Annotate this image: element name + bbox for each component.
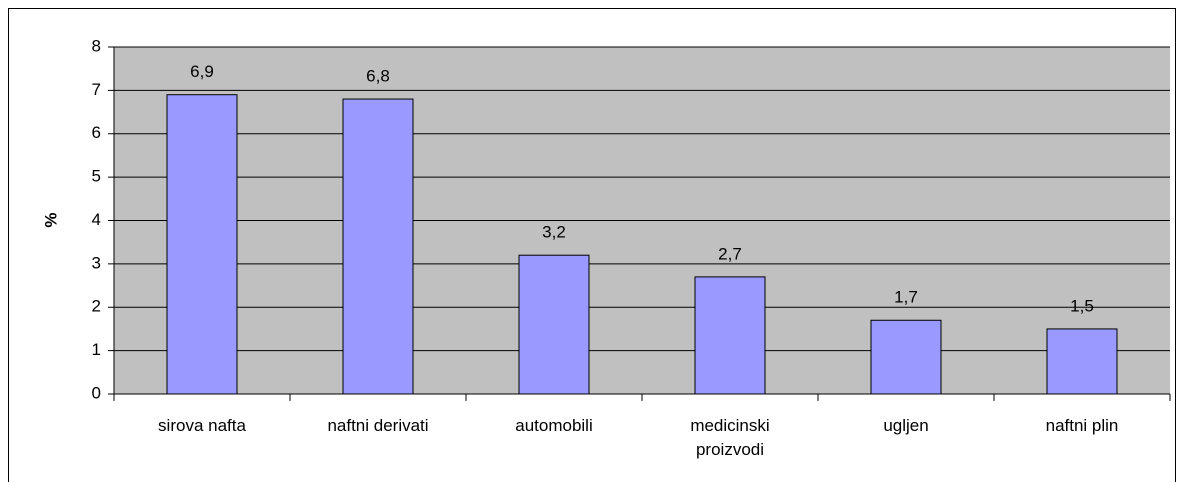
bar [870, 319, 942, 395]
y-tick-label: 5 [92, 167, 101, 186]
bar [694, 276, 766, 395]
y-tick-label: 2 [92, 297, 101, 316]
value-label: 1,7 [894, 288, 918, 307]
y-tick-label: 7 [92, 80, 101, 99]
value-label: 1,5 [1070, 296, 1094, 315]
value-label: 3,2 [542, 223, 566, 242]
bar [166, 94, 238, 395]
x-tick-label: naftni derivati [327, 416, 429, 435]
y-axis-label: % [41, 212, 60, 227]
x-tick-label: medicinski proizvodi [690, 416, 770, 459]
value-label: 2,7 [718, 244, 742, 263]
x-tick-label: naftni plin [1045, 416, 1119, 435]
value-label: 6,9 [190, 62, 214, 81]
x-tick-label: sirova nafta [158, 416, 246, 435]
bar [1046, 328, 1118, 395]
y-tick-label: 1 [92, 340, 101, 359]
bar [518, 254, 590, 395]
x-tick-label: ugljen [883, 416, 929, 435]
y-tick-label: 3 [92, 253, 101, 272]
value-label: 6,8 [366, 67, 390, 86]
bar [342, 98, 414, 395]
y-tick-label: 0 [92, 383, 101, 402]
y-tick-label: 8 [92, 36, 101, 55]
chart-border [8, 8, 1176, 482]
y-tick-label: 6 [92, 123, 101, 142]
y-tick-label: 4 [92, 210, 101, 229]
x-tick-label: automobili [515, 416, 593, 435]
